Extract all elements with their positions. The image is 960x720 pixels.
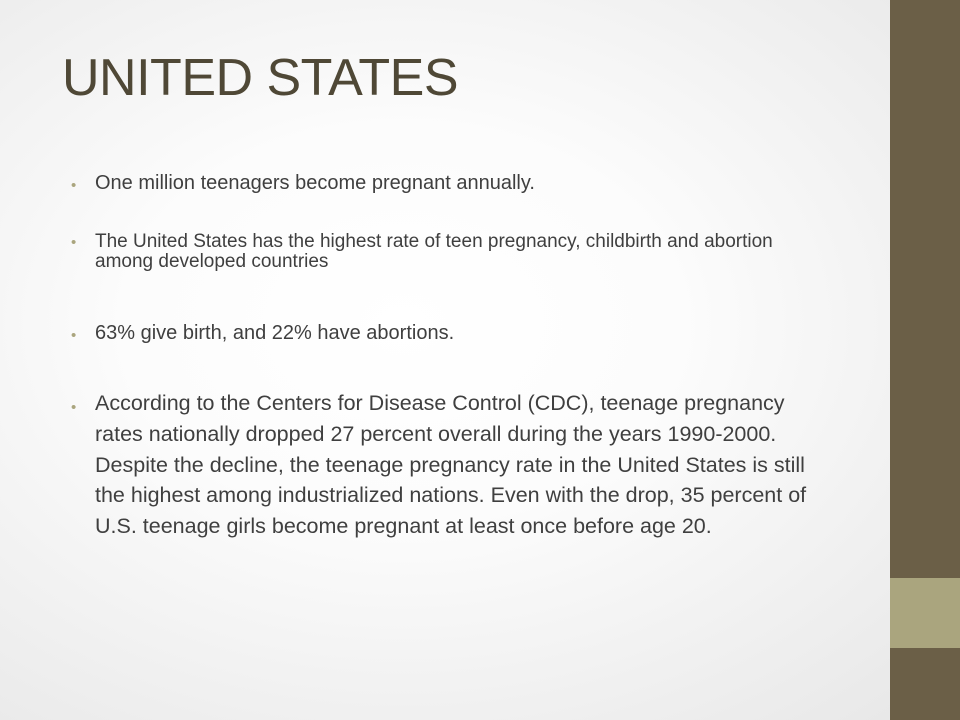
bullet-item: • 63% give birth, and 22% have abortions… [71, 320, 831, 346]
bullet-text: The United States has the highest rate o… [95, 231, 773, 272]
bullet-item: • The United States has the highest rate… [71, 232, 831, 272]
bullet-dot-icon: • [71, 399, 77, 416]
bullet-text: 63% give birth, and 22% have abortions. [95, 322, 455, 344]
bullet-dot-icon: • [71, 177, 77, 194]
bullet-text: One million teenagers become pregnant an… [95, 172, 535, 194]
bullet-dot-icon: • [71, 327, 77, 344]
bullet-text: According to the Centers for Disease Con… [95, 391, 807, 539]
slide-title: UNITED STATES [62, 49, 459, 107]
side-bar-accent [890, 578, 960, 648]
bullet-item: • According to the Centers for Disease C… [71, 388, 831, 542]
bullet-item: • One million teenagers become pregnant … [71, 170, 831, 196]
bullet-dot-icon: • [71, 234, 77, 251]
